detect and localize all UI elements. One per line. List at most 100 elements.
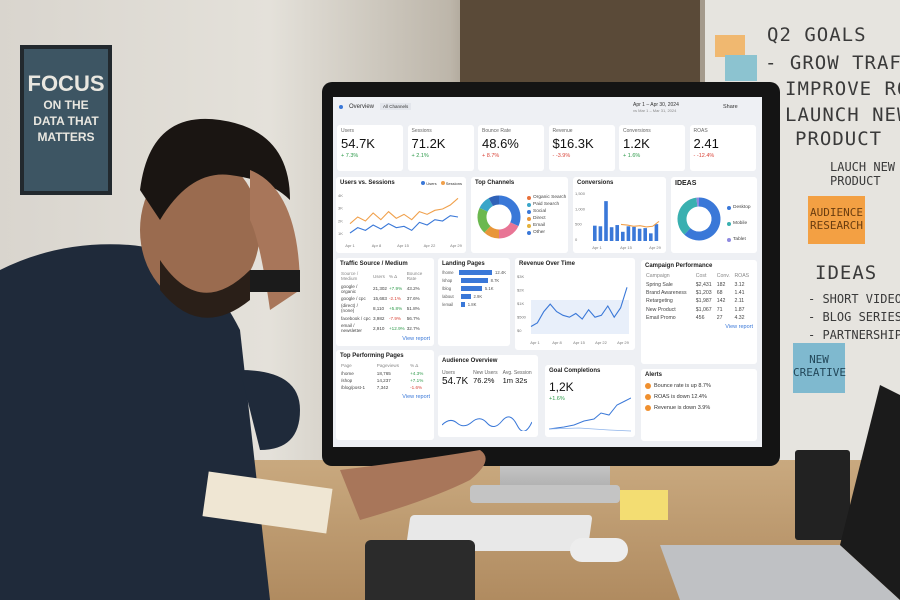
table-cell: 15,683 — [372, 295, 387, 301]
table-row[interactable]: /blog/post-1 7,342 -1.6% — [340, 384, 430, 391]
legend-label: Email — [533, 223, 545, 228]
card-title: Conversions — [577, 180, 614, 186]
kpi-delta: - -3.9% — [552, 153, 571, 159]
conversion-bar — [649, 233, 653, 241]
users-sessions-card: Users vs. Sessions Users Sessions 4K 3K 2K… — [336, 177, 466, 253]
revenue-card: Revenue Over Time $3K $2K $1K $500 $0 Apr 1 Ap… — [515, 258, 635, 350]
landing-bar — [458, 270, 493, 275]
card-title: Top Channels — [475, 180, 515, 186]
y-tick: 4K — [338, 193, 343, 198]
top-channels-legend: Organic Search Paid Search Social Direct Ema… — [527, 193, 566, 237]
table-row[interactable]: facebook / cpc 3,982 -7.9% 56.7% — [340, 315, 430, 322]
alert-item[interactable]: ROAS is down 12.4% — [645, 394, 753, 400]
table-row[interactable]: google / cpc 15,683 -2.1% 37.6% — [340, 295, 430, 302]
users-sessions-line-chart: 4K 3K 2K 1K Apr 1 Apr 8 Apr 15 Apr 22 Apr 29 — [338, 193, 463, 248]
table-header: Page Pageviews % Δ — [340, 362, 430, 369]
legend-label: Direct — [533, 216, 546, 221]
share-button[interactable]: Share — [723, 104, 738, 110]
alerts-card: Alerts Bounce rate is up 8.7% ROAS is dow… — [641, 369, 757, 441]
audience-metric: Users 54.7K — [442, 370, 468, 387]
table-cell: 456 — [695, 315, 705, 322]
table-row[interactable]: New Product $1,067 71 1.87 — [645, 306, 753, 314]
card-title: Landing Pages — [442, 261, 485, 267]
table-cell: -7.9% — [389, 315, 402, 321]
campaign-performance-card: Campaign Performance Campaign Cost Conv. RO… — [641, 260, 757, 364]
sessions-series — [349, 197, 459, 225]
warning-icon — [645, 383, 651, 389]
column-header: % Δ — [389, 273, 398, 279]
table-row[interactable]: email / newsletter 2,910 +12.9% 32.7% — [340, 322, 430, 334]
conversion-bar — [609, 227, 614, 241]
legend-label: Other — [533, 230, 545, 235]
table-row[interactable]: google / organic 21,302 +7.9% 43.2% — [340, 282, 430, 294]
card-title: Revenue Over Time — [519, 261, 575, 267]
top-channels-donut — [477, 195, 521, 239]
table-row[interactable]: /home 18,765 +4.3% — [340, 369, 430, 376]
kpi-value: 48.6% — [482, 136, 519, 151]
legend-item: Desktop — [727, 201, 751, 215]
table-row[interactable]: Spring Sale $2,431 182 3.12 — [645, 280, 753, 288]
x-tick: Apr 1 — [592, 245, 602, 250]
bar-value: 12.4K — [495, 270, 506, 275]
legend-item: Organic Search — [527, 195, 566, 200]
table-cell: 1.41 — [734, 289, 745, 296]
legend-item: Direct — [527, 216, 566, 221]
table-row[interactable]: Email Promo 456 27 4.32 — [645, 314, 753, 322]
poster-line: DATA THAT — [33, 114, 99, 128]
table-cell: New Product — [646, 306, 676, 313]
channel-filter-dropdown[interactable]: All Channels — [380, 103, 412, 110]
y-tick: 1K — [338, 231, 343, 236]
goal-line-chart — [549, 397, 631, 432]
y-tick: $500 — [517, 315, 527, 320]
table-cell: (direct) / (none) — [341, 303, 358, 314]
poster-line: ON THE — [43, 98, 89, 112]
kpi-card: Conversions 1.2K + 1.6% — [619, 125, 685, 171]
kpi-value: 2.41 — [693, 136, 719, 151]
table-cell: Email Promo — [646, 315, 676, 322]
table-cell: 68 — [716, 289, 723, 296]
y-tick: 1,500 — [575, 191, 586, 196]
date-range-picker[interactable]: Apr 1 – Apr 30, 2024 vs Mar 1 – Mar 31, … — [633, 102, 679, 114]
x-tick: Apr 22 — [424, 243, 437, 248]
table-row[interactable]: (direct) / (none) 8,110 +5.8% 51.8% — [340, 302, 430, 314]
x-tick: Apr 22 — [595, 340, 608, 345]
legend-label: Desktop — [733, 205, 751, 210]
view-report-link[interactable]: View report — [725, 324, 753, 331]
table-cell: 182 — [716, 281, 726, 288]
y-tick: $0 — [517, 328, 522, 333]
y-tick: 2K — [338, 218, 343, 223]
x-tick: Apr 15 — [620, 245, 633, 250]
card-title: Traffic Source / Medium — [340, 261, 408, 267]
kpi-delta: + 8.7% — [482, 153, 500, 159]
warning-icon — [645, 405, 651, 411]
view-report-link[interactable]: View report — [402, 336, 430, 343]
card-title: Goal Completions — [549, 368, 601, 374]
kpi-label: Bounce Rate — [482, 128, 511, 134]
table-cell: 3.12 — [734, 281, 745, 288]
table-row[interactable]: Brand Awareness $1,203 68 1.41 — [645, 289, 753, 297]
pen-holder — [795, 450, 850, 540]
card-title: Campaign Performance — [645, 263, 713, 269]
table-cell: email / newsletter — [341, 323, 362, 334]
landing-bar — [461, 302, 465, 307]
kpi-card: Bounce Rate 48.6% + 8.7% — [478, 125, 544, 171]
conversion-bar — [637, 228, 642, 241]
table-cell: -1.6% — [410, 385, 423, 391]
table-cell: 21,302 — [372, 286, 387, 292]
table-row[interactable]: /shop 14,237 +7.1% — [340, 377, 430, 384]
view-report-link[interactable]: View report — [402, 393, 430, 400]
table-row[interactable]: Retargeting $1,987 142 2.11 — [645, 297, 753, 305]
conversion-bar — [654, 224, 659, 241]
x-tick: Apr 15 — [573, 340, 586, 345]
landing-bar — [461, 294, 471, 299]
conversion-bar — [621, 231, 625, 241]
table-cell: +5.8% — [389, 305, 403, 311]
kpi-delta: + 1.6% — [623, 153, 641, 159]
conversion-bar — [615, 225, 619, 241]
table-cell: /home — [341, 370, 354, 376]
alert-item[interactable]: Revenue is down 3.9% — [645, 405, 753, 411]
alert-item[interactable]: Bounce rate is up 8.7% — [645, 383, 753, 389]
alert-text: ROAS is down 12.4% — [654, 394, 707, 400]
legend-label: Mobile — [733, 221, 748, 226]
legend-label: Social — [533, 209, 547, 214]
